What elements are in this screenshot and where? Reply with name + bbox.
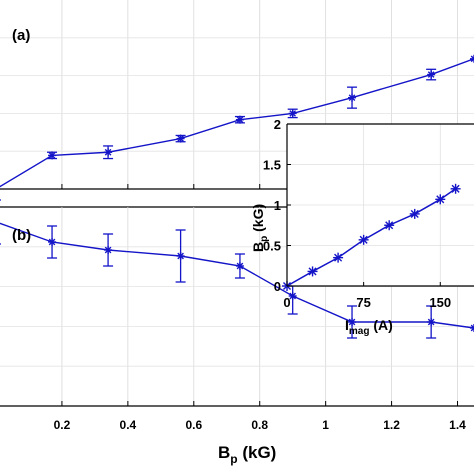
data-point: [104, 148, 113, 157]
x-tick-label: 0.4: [120, 418, 137, 432]
inset-data-point: [384, 220, 395, 231]
x-tick-label: 1.2: [383, 418, 400, 432]
inset-y-tick-label: 2: [274, 117, 281, 132]
x-tick-label: 1: [322, 418, 329, 432]
panel-b-label: (b): [12, 227, 31, 244]
panel-a-label: (a): [12, 27, 30, 44]
inset-data-point: [333, 252, 344, 263]
inset: 0 75 150 0 0.5 1 1.5 2 Imag (A) Bp (kG): [250, 117, 474, 337]
data-point: [48, 151, 57, 160]
inset-xticks: 0 75 150: [283, 282, 451, 310]
inset-y-tick-label: 0.5: [263, 239, 281, 254]
panel-a: (a): [0, 0, 474, 190]
data-point: [470, 324, 474, 332]
data-point: [48, 238, 57, 246]
data-point: [427, 318, 436, 326]
x-tick-label: 0.6: [185, 418, 202, 432]
inset-x-axis-label: Imag (A): [345, 317, 393, 337]
inset-data-point: [358, 234, 369, 245]
x-axis-label: Bp (kG): [218, 443, 276, 466]
x-tick-label: 0.2: [54, 418, 71, 432]
data-point: [427, 70, 436, 79]
inset-grid: [287, 124, 474, 286]
data-point: [235, 115, 244, 124]
inset-x-tick-label: 75: [356, 295, 370, 310]
inset-y-tick-label: 1.5: [263, 158, 281, 173]
x-tick-label: 1.4: [449, 418, 466, 432]
data-point: [235, 262, 244, 270]
data-point: [176, 134, 185, 143]
inset-y-tick-label: 1: [274, 198, 281, 213]
data-point: [104, 246, 113, 254]
data-point: [176, 252, 185, 260]
panel-b-xticks: 0.2 0.4 0.6 0.8 1 1.2 1.4: [54, 401, 466, 432]
x-tick-label: 0.8: [251, 418, 268, 432]
inset-data-point: [307, 266, 318, 277]
panel-b-data: [0, 199, 474, 339]
data-point: [288, 109, 297, 118]
inset-data-point: [450, 183, 461, 194]
inset-x-tick-label: 0: [283, 295, 290, 310]
inset-series-line: [286, 188, 457, 287]
inset-data-point: [435, 194, 446, 205]
panel-a-data: [0, 54, 474, 188]
data-point: [288, 292, 297, 300]
inset-data-point: [409, 208, 420, 219]
inset-yticks: 0 0.5 1 1.5 2: [263, 117, 291, 294]
inset-y-axis-label: Bp (kG): [250, 204, 270, 252]
inset-y-tick-label: 0: [274, 279, 281, 294]
data-point: [348, 93, 357, 102]
inset-x-tick-label: 150: [429, 295, 451, 310]
data-point: [348, 318, 357, 326]
data-point: [470, 54, 474, 63]
